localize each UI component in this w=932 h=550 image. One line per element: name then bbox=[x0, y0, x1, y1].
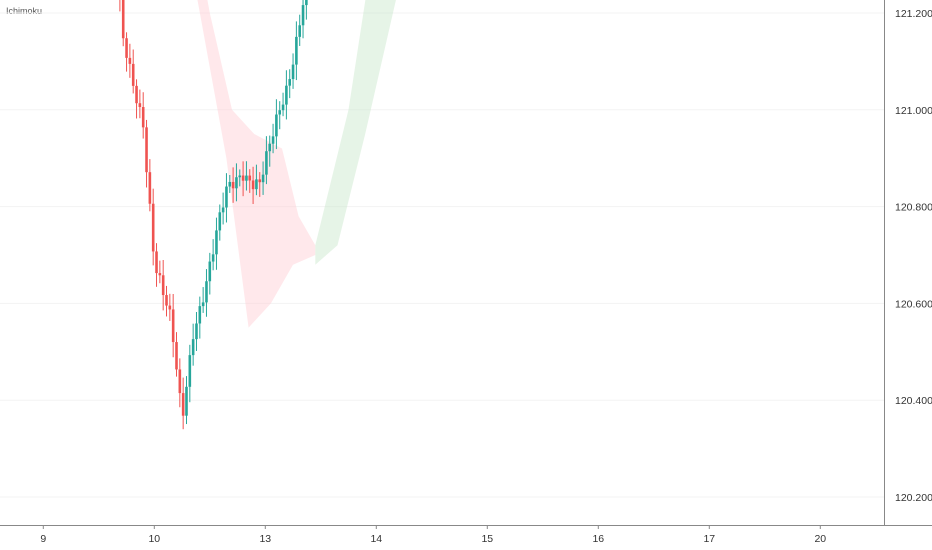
candle-body bbox=[145, 127, 148, 173]
candle-body bbox=[158, 273, 162, 276]
candle-body bbox=[201, 302, 205, 307]
candle-body bbox=[208, 261, 212, 282]
y-tick-label: 120.200 bbox=[895, 492, 932, 504]
candle-body bbox=[171, 309, 175, 343]
candle-body bbox=[178, 369, 182, 394]
candle-body bbox=[135, 85, 138, 104]
candle-body bbox=[295, 36, 298, 65]
candle-body bbox=[165, 295, 168, 306]
candle-body bbox=[211, 254, 215, 262]
candle-body bbox=[268, 143, 272, 152]
x-tick-label: 13 bbox=[259, 533, 271, 545]
y-tick-label: 121.200 bbox=[895, 8, 932, 20]
candle-body bbox=[285, 85, 288, 105]
candle-body bbox=[148, 172, 152, 204]
candle-body bbox=[278, 110, 282, 115]
candle-body bbox=[265, 151, 268, 175]
candle-body bbox=[245, 175, 248, 181]
candle-body bbox=[221, 207, 225, 213]
x-tick-label: 17 bbox=[703, 533, 715, 545]
candle-body bbox=[175, 342, 178, 370]
candle-body bbox=[248, 175, 252, 181]
y-tick-label: 120.800 bbox=[895, 202, 932, 214]
candle-body bbox=[258, 179, 262, 183]
candle-body bbox=[255, 179, 258, 190]
candle-body bbox=[198, 306, 202, 324]
indicator-label: Ichimoku bbox=[6, 6, 42, 16]
x-tick-label: 16 bbox=[592, 533, 604, 545]
x-tick-label: 10 bbox=[148, 533, 160, 545]
cloud-segment-bull bbox=[315, 0, 396, 265]
candle-body bbox=[121, 0, 125, 39]
candle-body bbox=[215, 230, 218, 255]
ichimoku-cloud bbox=[197, 0, 396, 328]
candle-body bbox=[298, 25, 302, 37]
candle-body bbox=[288, 79, 292, 86]
x-tick-label: 9 bbox=[40, 533, 46, 545]
candle-body bbox=[271, 136, 275, 144]
candle-body bbox=[191, 339, 195, 356]
y-tick-label: 120.600 bbox=[895, 298, 932, 310]
price-series bbox=[119, 0, 308, 430]
x-tick-label: 15 bbox=[481, 533, 493, 545]
candle-body bbox=[235, 177, 238, 189]
x-tick-label: 20 bbox=[814, 533, 826, 545]
candle-body bbox=[301, 5, 305, 26]
candle-body bbox=[188, 355, 192, 387]
candle-body bbox=[291, 64, 295, 80]
candle-body bbox=[228, 181, 232, 187]
candle-body bbox=[138, 103, 142, 108]
candle-body bbox=[155, 251, 158, 274]
candle-body bbox=[161, 275, 165, 296]
candle-body bbox=[261, 174, 265, 183]
candle-body bbox=[195, 323, 198, 340]
candle-body bbox=[238, 175, 242, 178]
cloud-segment-bear bbox=[197, 0, 316, 328]
candle-body bbox=[185, 386, 188, 416]
candle-body bbox=[225, 186, 228, 208]
candle-body bbox=[205, 281, 208, 303]
candle-body bbox=[218, 212, 222, 231]
candle-body bbox=[251, 180, 255, 190]
candle-body bbox=[241, 175, 245, 181]
candle-body bbox=[131, 63, 135, 86]
candle-body bbox=[128, 57, 132, 64]
gridlines bbox=[0, 12, 885, 498]
candle-body bbox=[181, 393, 185, 416]
candle-body bbox=[231, 181, 235, 189]
candle-body bbox=[168, 305, 172, 310]
candle-body bbox=[125, 38, 128, 58]
candle-body bbox=[275, 114, 278, 137]
candle-body bbox=[151, 203, 155, 252]
x-tick-label: 14 bbox=[370, 533, 382, 545]
candle-body bbox=[141, 107, 145, 128]
candle-body bbox=[281, 104, 285, 111]
y-tick-label: 120.400 bbox=[895, 395, 932, 407]
y-tick-label: 121.000 bbox=[895, 105, 932, 117]
candle-body bbox=[305, 0, 308, 6]
